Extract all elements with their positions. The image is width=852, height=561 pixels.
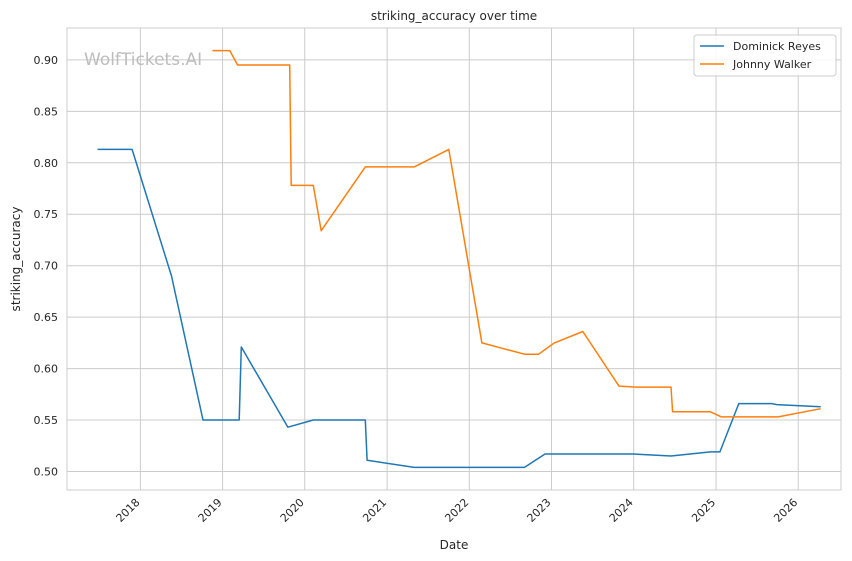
series-lines xyxy=(97,49,821,469)
series-line-johnny-walker xyxy=(212,49,821,418)
y-tick-label: 0.85 xyxy=(34,105,59,118)
plot-area xyxy=(66,27,842,491)
legend-box xyxy=(693,34,837,77)
legend: Dominick Reyes Johnny Walker xyxy=(693,34,837,77)
watermark: WolfTickets.AI xyxy=(84,50,202,70)
y-tick-label: 0.65 xyxy=(34,311,59,324)
y-tick-label: 0.80 xyxy=(34,157,59,170)
chart-title: striking_accuracy over time xyxy=(371,9,537,23)
y-tick-label: 0.55 xyxy=(34,414,59,427)
y-axis-label: striking_accuracy xyxy=(9,207,23,312)
legend-label-dominick-reyes: Dominick Reyes xyxy=(733,40,821,53)
legend-label-johnny-walker: Johnny Walker xyxy=(732,58,812,71)
series-line-dominick-reyes xyxy=(97,148,821,469)
y-tick-label: 0.90 xyxy=(34,54,59,67)
grid xyxy=(67,28,841,490)
y-tick-label: 0.75 xyxy=(34,208,59,221)
y-tick-label: 0.60 xyxy=(34,363,59,376)
y-tick-labels: 0.50 0.55 0.60 0.65 0.70 0.75 0.80 0.85 0.90 xyxy=(34,54,59,479)
y-tick-label: 0.50 xyxy=(34,465,59,478)
y-tick-label: 0.70 xyxy=(34,260,59,273)
x-axis-label: Date xyxy=(440,538,469,552)
